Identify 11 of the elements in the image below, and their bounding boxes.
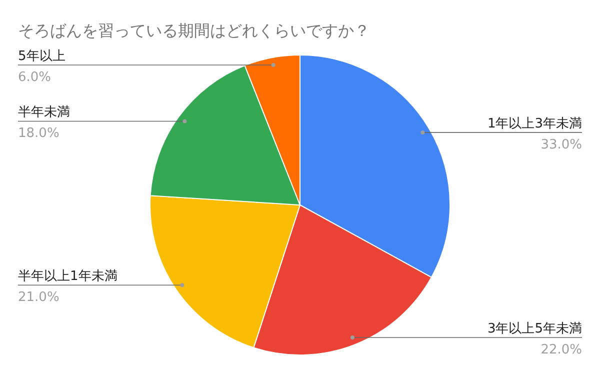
slice-label: 半年未満 [18,105,70,120]
data-label: 21.0% [18,290,60,306]
slice-label: 3年以上5年未満 [487,321,582,336]
slice-label: 半年以上1年未満 [18,269,118,284]
data-label: 33.0% [540,137,582,152]
slice-label: 1年以上3年未満 [487,116,582,132]
data-label: 6.0% [18,70,52,86]
data-label: 18.0% [18,126,60,142]
chart-title: そろばんを習っている期間はどれくらいですか？ [18,21,370,40]
data-label: 22.0% [540,342,582,358]
slice-label: 5年以上 [18,49,66,64]
